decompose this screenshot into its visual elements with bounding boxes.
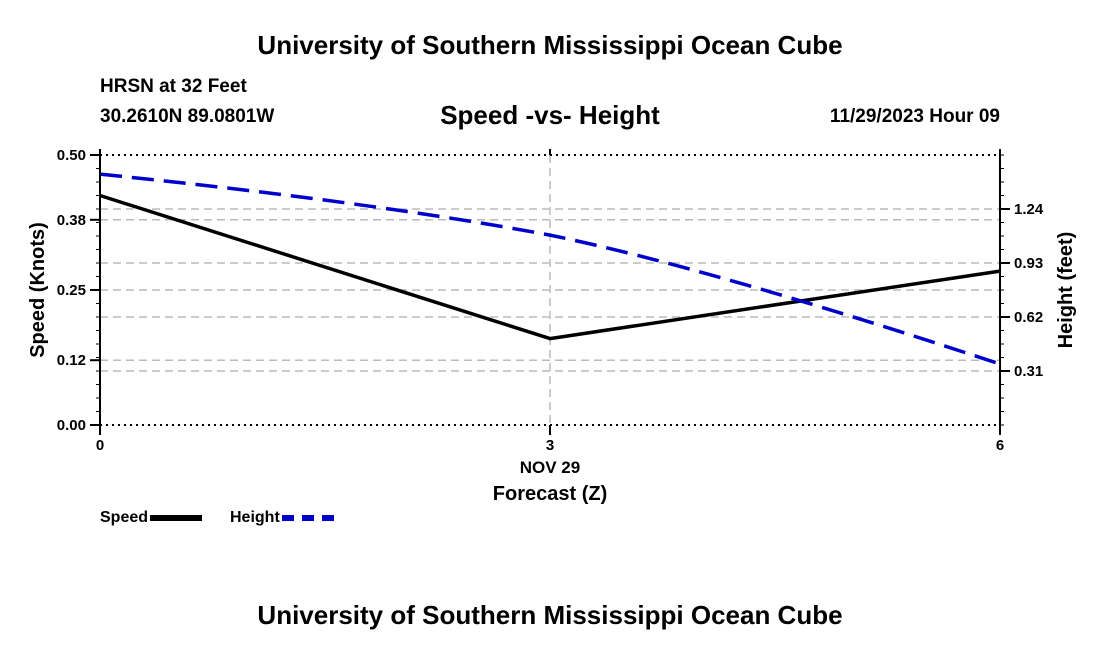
legend-height-swatch — [281, 515, 334, 521]
legend-height: Height — [230, 509, 334, 527]
chart-title: Speed -vs- Height — [440, 100, 660, 130]
x-date-label: NOV 29 — [520, 458, 580, 477]
y-axis-label: Speed (Knots) — [27, 222, 49, 358]
y2-axis-label: Height (feet) — [1055, 232, 1077, 349]
y2-tick-label: 0.62 — [1014, 309, 1043, 326]
legend-speed: Speed — [100, 509, 203, 527]
y-tick-label: 0.38 — [57, 212, 86, 229]
x-tick-label: 6 — [996, 437, 1004, 454]
grid — [100, 155, 1000, 425]
height-series-line — [99, 172, 1001, 366]
footer-title: University of Southern Mississippi Ocean… — [257, 600, 843, 630]
y-tick-label: 0.50 — [57, 147, 86, 164]
y-tick-label: 0.25 — [57, 282, 86, 299]
legend-speed-swatch — [150, 515, 203, 521]
run-time: 11/29/2023 Hour 09 — [829, 106, 1000, 127]
x-tick-label: 0 — [96, 437, 104, 454]
legend-speed-label: Speed — [100, 509, 149, 526]
x-tick-label: 3 — [546, 437, 554, 454]
y-tick-label: 0.12 — [57, 352, 86, 369]
y2-tick-label: 0.31 — [1014, 363, 1043, 380]
y2-tick-label: 1.24 — [1014, 201, 1044, 218]
station-name: HRSN at 32 Feet — [100, 76, 247, 97]
main-title: University of Southern Mississippi Ocean… — [257, 30, 843, 60]
ticks: 0.00 0.12 0.25 0.38 0.50 0.31 0.62 0.93 1.24 0 3 6 — [57, 147, 1044, 454]
x-axis-label: Forecast (Z) — [493, 483, 607, 505]
series-layer — [99, 172, 1001, 366]
station-coordinates: 30.2610N 89.0801W — [100, 106, 275, 127]
y2-tick-label: 0.93 — [1014, 255, 1043, 272]
legend-height-label: Height — [230, 509, 280, 526]
y-tick-label: 0.00 — [57, 417, 86, 434]
